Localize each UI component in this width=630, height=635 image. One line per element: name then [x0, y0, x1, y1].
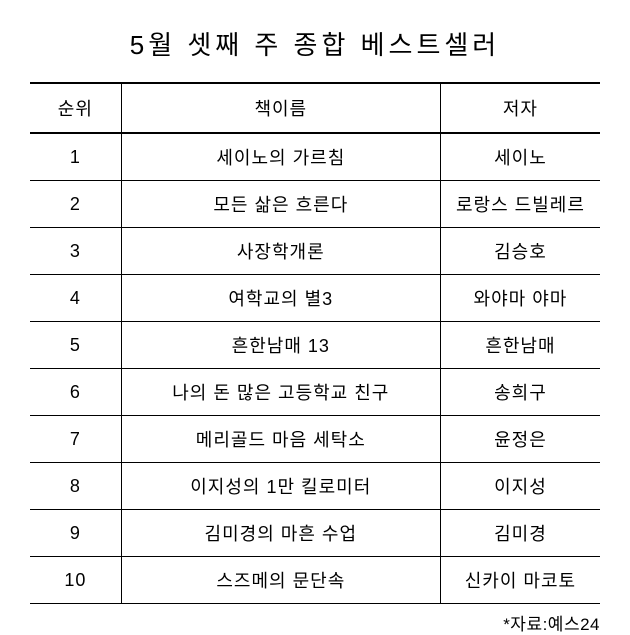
cell-author: 흔한남매: [440, 322, 600, 369]
table-row: 7 메리골드 마음 세탁소 윤정은: [30, 416, 600, 463]
cell-book: 모든 삶은 흐른다: [121, 181, 440, 228]
header-book: 책이름: [121, 83, 440, 133]
cell-rank: 4: [30, 275, 121, 322]
cell-rank: 3: [30, 228, 121, 275]
cell-book: 흔한남매 13: [121, 322, 440, 369]
cell-author: 로랑스 드빌레르: [440, 181, 600, 228]
header-rank: 순위: [30, 83, 121, 133]
cell-book: 나의 돈 많은 고등학교 친구: [121, 369, 440, 416]
cell-book: 여학교의 별3: [121, 275, 440, 322]
bestseller-table: 순위 책이름 저자 1 세이노의 가르침 세이노 2 모든 삶은 흐른다 로랑스…: [30, 82, 600, 604]
table-row: 8 이지성의 1만 킬로미터 이지성: [30, 463, 600, 510]
header-author: 저자: [440, 83, 600, 133]
cell-author: 신카이 마코토: [440, 557, 600, 604]
table-row: 5 흔한남매 13 흔한남매: [30, 322, 600, 369]
cell-rank: 10: [30, 557, 121, 604]
table-row: 10 스즈메의 문단속 신카이 마코토: [30, 557, 600, 604]
cell-rank: 8: [30, 463, 121, 510]
table-row: 3 사장학개론 김승호: [30, 228, 600, 275]
cell-author: 이지성: [440, 463, 600, 510]
cell-author: 와야마 야마: [440, 275, 600, 322]
table-row: 1 세이노의 가르침 세이노: [30, 133, 600, 181]
cell-rank: 2: [30, 181, 121, 228]
page-title: 5월 셋째 주 종합 베스트셀러: [30, 25, 600, 62]
cell-book: 메리골드 마음 세탁소: [121, 416, 440, 463]
table-body: 1 세이노의 가르침 세이노 2 모든 삶은 흐른다 로랑스 드빌레르 3 사장…: [30, 133, 600, 604]
table-row: 2 모든 삶은 흐른다 로랑스 드빌레르: [30, 181, 600, 228]
cell-author: 김미경: [440, 510, 600, 557]
cell-author: 세이노: [440, 133, 600, 181]
cell-author: 윤정은: [440, 416, 600, 463]
cell-book: 스즈메의 문단속: [121, 557, 440, 604]
cell-book: 사장학개론: [121, 228, 440, 275]
cell-rank: 7: [30, 416, 121, 463]
table-row: 6 나의 돈 많은 고등학교 친구 송희구: [30, 369, 600, 416]
cell-rank: 6: [30, 369, 121, 416]
table-row: 4 여학교의 별3 와야마 야마: [30, 275, 600, 322]
cell-rank: 9: [30, 510, 121, 557]
cell-book: 세이노의 가르침: [121, 133, 440, 181]
cell-rank: 1: [30, 133, 121, 181]
cell-rank: 5: [30, 322, 121, 369]
table-row: 9 김미경의 마흔 수업 김미경: [30, 510, 600, 557]
cell-author: 송희구: [440, 369, 600, 416]
cell-book: 이지성의 1만 킬로미터: [121, 463, 440, 510]
cell-book: 김미경의 마흔 수업: [121, 510, 440, 557]
source-attribution: *자료:예스24: [30, 610, 600, 635]
table-header-row: 순위 책이름 저자: [30, 83, 600, 133]
cell-author: 김승호: [440, 228, 600, 275]
